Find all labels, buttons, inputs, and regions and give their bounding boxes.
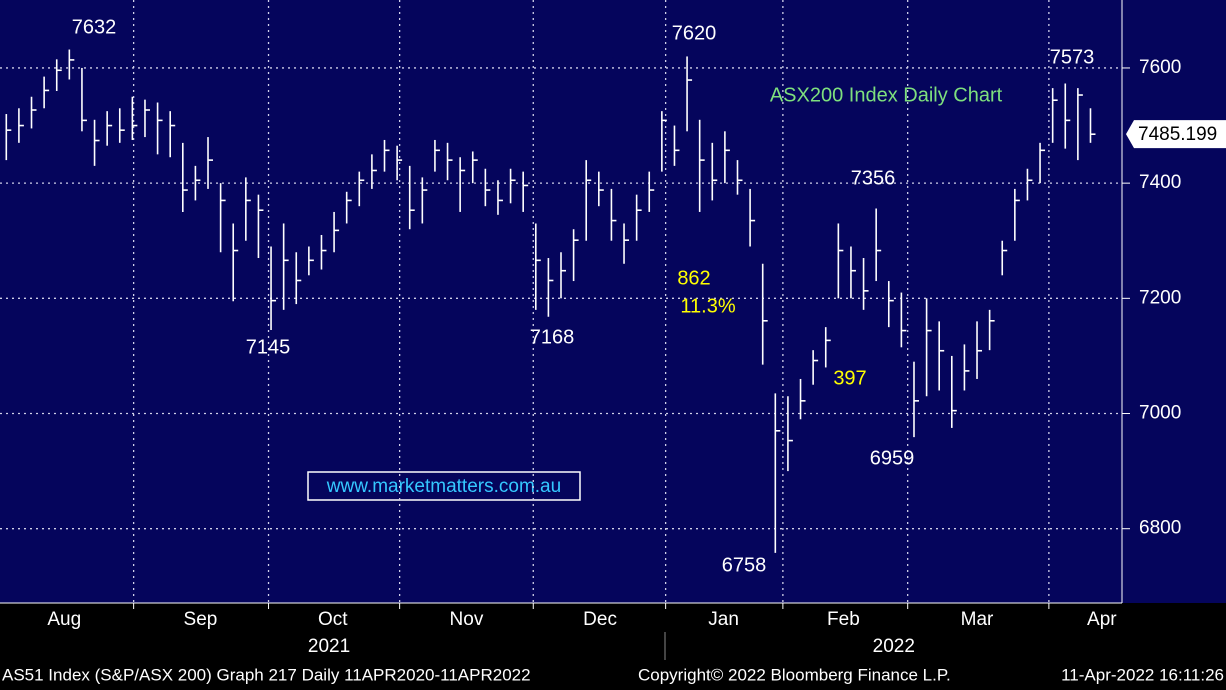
annotation: 862 (677, 267, 710, 289)
footer-right: 11-Apr-2022 16:11:26 (1061, 665, 1224, 684)
chart-title: ASX200 Index Daily Chart (770, 84, 1003, 106)
annotation: 7356 (851, 167, 896, 189)
y-tick-label: 7400 (1139, 172, 1181, 193)
plot-background (0, 0, 1226, 603)
y-tick-label: 7600 (1139, 57, 1181, 78)
y-tick-label: 7200 (1139, 287, 1181, 308)
x-tick-label: Apr (1087, 609, 1117, 630)
x-tick-label: Feb (827, 609, 860, 630)
footer-middle: Copyright© 2022 Bloomberg Finance L.P. (638, 665, 951, 684)
annotation: 7145 (246, 336, 291, 358)
axis-background (0, 603, 1226, 690)
watermark-box (307, 471, 581, 501)
annotation: 11.3% (680, 295, 735, 317)
annotation: 6959 (870, 447, 915, 469)
year-label: 2021 (308, 636, 350, 657)
annotation: 7168 (530, 326, 575, 348)
x-tick-label: Dec (583, 609, 617, 630)
x-tick-label: Oct (318, 609, 348, 630)
x-tick-label: Mar (961, 609, 994, 630)
y-tick-label: 7000 (1139, 403, 1181, 424)
x-tick-label: Sep (184, 609, 218, 630)
annotation: 7573 (1050, 46, 1095, 68)
x-tick-label: Jan (708, 609, 739, 630)
x-tick-label: Nov (450, 609, 484, 630)
footer-left: AS51 Index (S&P/ASX 200) Graph 217 Daily… (2, 665, 531, 684)
annotation: 7632 (72, 16, 117, 38)
x-tick-label: Aug (47, 609, 81, 630)
last-price-label: 7485.199 (1138, 124, 1217, 145)
annotation: 397 (833, 367, 866, 389)
year-label: 2022 (873, 636, 915, 657)
annotation: 6758 (722, 554, 767, 576)
annotation: 7620 (672, 22, 717, 44)
y-tick-label: 6800 (1139, 518, 1181, 539)
watermark: www.marketmatters.com.au (326, 476, 561, 497)
last-price-box (1126, 120, 1226, 149)
